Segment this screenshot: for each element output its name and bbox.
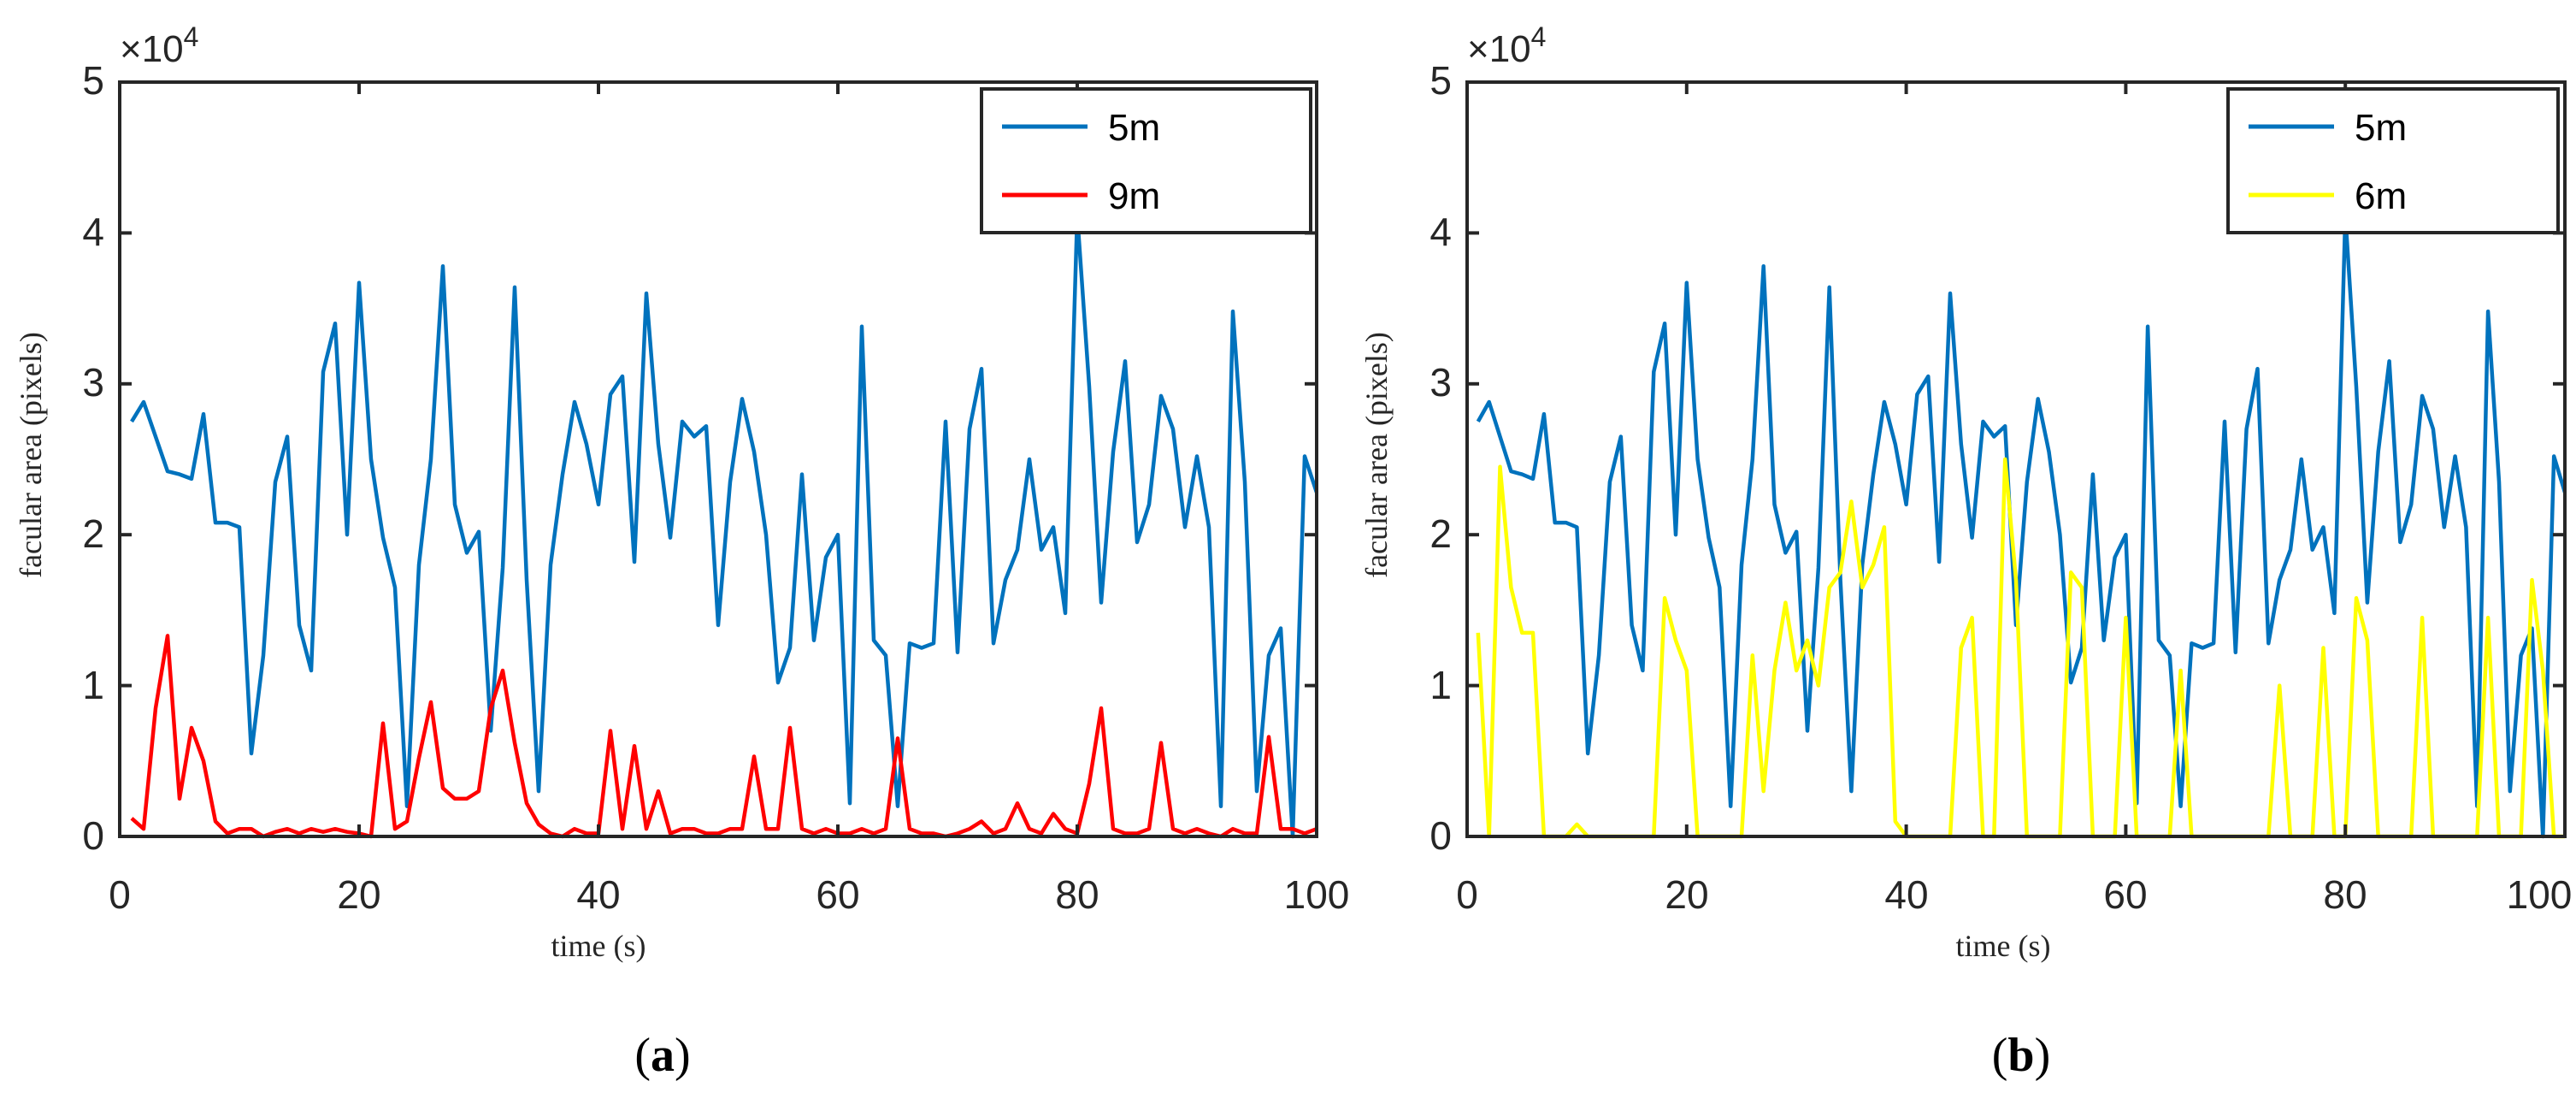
legend-label-5m: 5m xyxy=(1108,107,1160,149)
panel-label-b: (b) xyxy=(1992,1029,2050,1082)
panel-label-a: (a) xyxy=(634,1029,690,1082)
x-axis-label: time (s) xyxy=(551,929,646,963)
legend-label-5m: 5m xyxy=(2355,107,2407,149)
x-tick-label: 0 xyxy=(109,872,131,917)
series-line-9m xyxy=(130,634,1317,839)
y-tick-label: 2 xyxy=(1429,511,1452,556)
legend-box xyxy=(2226,87,2560,234)
legend-label-6m: 6m xyxy=(2355,175,2407,217)
x-tick-label: 80 xyxy=(1055,872,1099,917)
x-tick-label: 80 xyxy=(2323,872,2367,917)
series-lines xyxy=(130,212,1319,839)
x-tick-label: 20 xyxy=(337,872,380,917)
y-tick-label: 0 xyxy=(1429,813,1452,858)
y-exponent-label: ×104 xyxy=(120,21,198,70)
y-tick-label: 2 xyxy=(82,511,104,556)
x-tick-labels: 0 20 40 60 80 100 xyxy=(109,872,1349,917)
y-axis-label: facular area (pixels) xyxy=(14,332,48,578)
y-tick-label: 3 xyxy=(1429,360,1452,405)
x-tick-label: 40 xyxy=(576,872,620,917)
x-axis-label: time (s) xyxy=(1956,929,2051,963)
legend-label-9m: 9m xyxy=(1108,175,1160,217)
y-tick-label: 4 xyxy=(82,210,104,254)
y-axis-label: facular area (pixels) xyxy=(1359,332,1394,578)
y-tick-label: 4 xyxy=(1429,210,1452,254)
legend: 5m 9m xyxy=(980,87,1312,234)
plot-frame xyxy=(1465,80,2567,838)
series-line-6m xyxy=(1476,457,2565,839)
x-tick-labels: 0 20 40 60 80 100 xyxy=(1456,872,2572,917)
y-tick-label: 5 xyxy=(1429,58,1452,103)
x-tick-label: 20 xyxy=(1665,872,1708,917)
x-tick-label: 40 xyxy=(1884,872,1928,917)
series-lines xyxy=(1476,212,2567,839)
legend: 5m 6m xyxy=(2226,87,2560,234)
y-tick-label: 1 xyxy=(82,663,104,707)
y-tick-label: 5 xyxy=(82,58,104,103)
x-tick-label: 60 xyxy=(2103,872,2147,917)
series-line-5m xyxy=(130,212,1319,839)
y-tick-label: 3 xyxy=(82,360,104,405)
legend-box xyxy=(980,87,1312,234)
chart-panel-a: ×104 0 1 2 3 4 5 0 20 40 60 80 100 time … xyxy=(14,21,1349,1082)
x-tick-label: 100 xyxy=(2507,872,2573,917)
chart-panel-b: ×104 0 1 2 3 4 5 0 20 40 60 80 100 time … xyxy=(1359,21,2572,1082)
x-tick-label: 0 xyxy=(1456,872,1478,917)
y-tick-labels: 0 1 2 3 4 5 xyxy=(1429,58,1452,858)
x-tick-label: 100 xyxy=(1284,872,1350,917)
plot-frame xyxy=(118,80,1318,838)
series-line-5m xyxy=(1476,212,2567,839)
y-exponent-label: ×104 xyxy=(1467,21,1546,70)
x-tick-label: 60 xyxy=(816,872,859,917)
y-tick-label: 1 xyxy=(1429,663,1452,707)
tick-marks xyxy=(118,80,1318,838)
y-tick-labels: 0 1 2 3 4 5 xyxy=(82,58,104,858)
y-tick-label: 0 xyxy=(82,813,104,858)
